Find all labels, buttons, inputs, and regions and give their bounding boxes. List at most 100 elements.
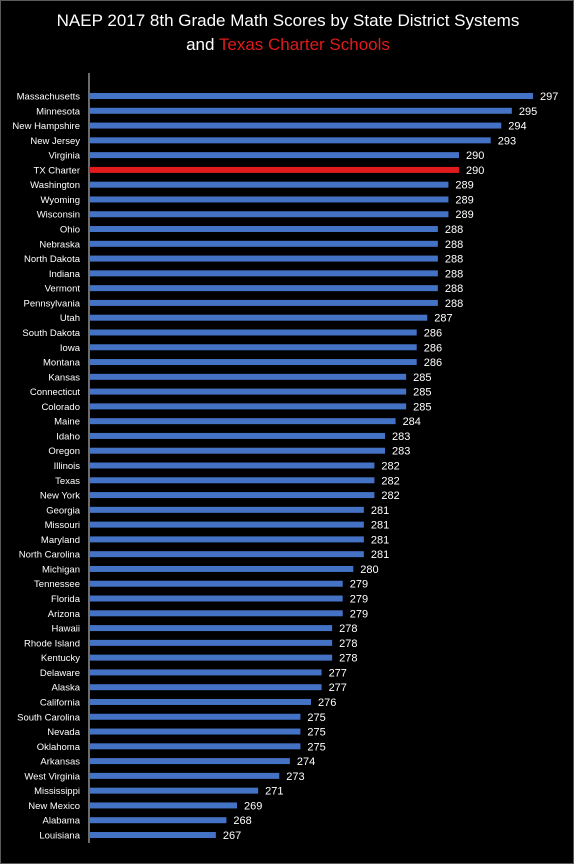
- data-label: 286: [424, 327, 442, 339]
- bar: [89, 698, 311, 705]
- data-label: 277: [329, 682, 347, 694]
- data-label: 282: [381, 490, 399, 502]
- data-label: 267: [223, 830, 241, 842]
- bar: [89, 713, 301, 720]
- category-label: California: [40, 697, 81, 708]
- category-label: Washington: [30, 180, 80, 191]
- data-label: 281: [371, 534, 389, 546]
- category-label: Maryland: [41, 535, 80, 546]
- category-label: Kentucky: [41, 653, 80, 664]
- bar: [89, 403, 407, 410]
- chart-title-highlight: Texas Charter Schools: [218, 35, 390, 54]
- bar: [89, 462, 375, 469]
- bar: [89, 669, 322, 676]
- bar: [89, 137, 491, 144]
- bar: [89, 107, 512, 114]
- data-label: 283: [392, 446, 410, 458]
- category-label: West Virginia: [24, 771, 80, 782]
- data-label: 287: [434, 313, 452, 325]
- category-label: Michigan: [42, 564, 80, 575]
- bar: [89, 565, 354, 572]
- chart-title: NAEP 2017 8th Grade Math Scores by State…: [1, 9, 573, 57]
- bar: [89, 477, 375, 484]
- data-label: 286: [424, 357, 442, 369]
- data-label: 294: [508, 121, 526, 133]
- category-label: Tennessee: [34, 579, 80, 590]
- data-label: 289: [455, 180, 473, 192]
- category-label: Colorado: [41, 402, 80, 413]
- data-label: 275: [307, 727, 325, 739]
- category-label: Montana: [43, 358, 81, 369]
- category-label: Florida: [51, 594, 81, 605]
- bar: [89, 654, 333, 661]
- category-label: Hawaii: [51, 624, 80, 635]
- category-label: Arizona: [48, 609, 81, 620]
- data-label: 285: [413, 401, 431, 413]
- data-label: 278: [339, 623, 357, 635]
- data-label: 286: [424, 342, 442, 354]
- data-label: 274: [297, 756, 315, 768]
- category-label: Wyoming: [40, 195, 80, 206]
- category-label: Indiana: [49, 269, 81, 280]
- bar: [89, 802, 237, 809]
- bar: [89, 639, 333, 646]
- category-label: New Hampshire: [12, 121, 80, 132]
- category-label: Illinois: [54, 461, 81, 472]
- data-label: 293: [498, 135, 516, 147]
- category-label: Georgia: [46, 505, 81, 516]
- bar: [89, 226, 438, 233]
- bar: [89, 758, 290, 765]
- bar: [89, 359, 417, 366]
- bar: [89, 240, 438, 247]
- bar: [89, 211, 449, 218]
- data-label: 271: [265, 786, 283, 798]
- category-label: Idaho: [56, 431, 80, 442]
- bar: [89, 551, 364, 558]
- category-label: Massachusetts: [17, 92, 81, 103]
- bar: [89, 817, 227, 824]
- data-label: 295: [519, 106, 537, 118]
- bar: [89, 728, 301, 735]
- data-label: 275: [307, 712, 325, 724]
- category-label: Oregon: [48, 446, 80, 457]
- data-label: 268: [233, 815, 251, 827]
- bar: [89, 684, 322, 691]
- bar: [89, 536, 364, 543]
- bar: [89, 373, 407, 380]
- data-label: 285: [413, 387, 431, 399]
- data-label: 276: [318, 697, 336, 709]
- data-label: 288: [445, 224, 463, 236]
- category-label: New Jersey: [30, 136, 80, 147]
- data-label: 288: [445, 283, 463, 295]
- data-label: 289: [455, 209, 473, 221]
- bar: [89, 447, 385, 454]
- category-label: Alabama: [43, 816, 81, 827]
- category-label: North Carolina: [19, 550, 81, 561]
- data-label: 269: [244, 800, 262, 812]
- data-label: 288: [445, 268, 463, 280]
- category-label: TX Charter: [34, 165, 80, 176]
- data-label: 278: [339, 653, 357, 665]
- category-label: Nevada: [47, 727, 80, 738]
- category-label: Mississippi: [34, 786, 80, 797]
- bar-highlight: [89, 166, 459, 173]
- bar: [89, 196, 449, 203]
- bar: [89, 329, 417, 336]
- bar: [89, 743, 301, 750]
- category-label: Missouri: [45, 520, 80, 531]
- data-label: 281: [371, 520, 389, 532]
- bar: [89, 521, 364, 528]
- data-label: 284: [403, 416, 421, 428]
- category-label: Arkansas: [40, 757, 80, 768]
- category-label: Connecticut: [30, 387, 81, 398]
- bar: [89, 314, 428, 321]
- category-label: Louisiana: [39, 831, 80, 842]
- category-label: New York: [40, 491, 80, 502]
- bar: [89, 418, 396, 425]
- data-label: 283: [392, 431, 410, 443]
- data-label: 281: [371, 549, 389, 561]
- category-label: New Mexico: [28, 801, 80, 812]
- data-label: 288: [445, 298, 463, 310]
